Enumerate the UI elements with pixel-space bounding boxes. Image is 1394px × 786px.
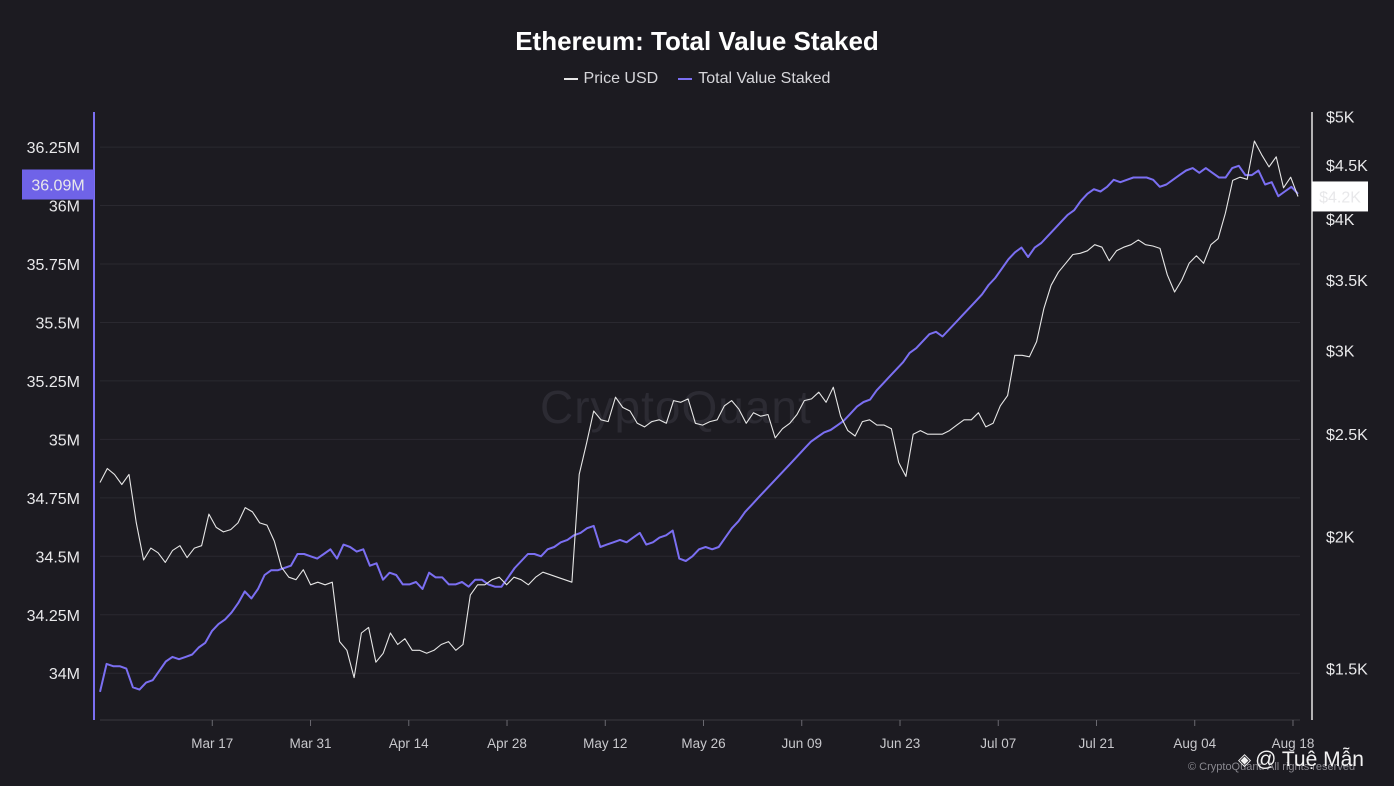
y-left-tick-label: 34.25M bbox=[27, 608, 80, 625]
chart-title: Ethereum: Total Value Staked bbox=[515, 26, 879, 56]
y-left-tick-label: 35.25M bbox=[27, 374, 80, 391]
x-tick-label: Jun 09 bbox=[781, 736, 822, 751]
x-tick-label: Aug 04 bbox=[1173, 736, 1216, 751]
x-tick-label: Mar 31 bbox=[290, 736, 332, 751]
y-left-tick-label: 36M bbox=[49, 199, 80, 216]
x-tick-label: May 12 bbox=[583, 736, 627, 751]
y-right-tick-label: $5K bbox=[1326, 110, 1355, 127]
y-left-tick-label: 35M bbox=[49, 432, 80, 449]
legend-label-staked: Total Value Staked bbox=[698, 70, 831, 87]
legend-swatch-staked bbox=[678, 78, 693, 80]
legend-item-staked[interactable]: Total Value Staked bbox=[678, 70, 830, 88]
legend-item-price[interactable]: Price USD bbox=[563, 70, 659, 88]
y-left-tick-label: 34.5M bbox=[36, 549, 80, 566]
chart-legend: Price USD Total Value Staked bbox=[0, 70, 1394, 88]
author-credit: ◈ @ Tuệ Mẫn bbox=[1238, 748, 1364, 772]
x-tick-label: Aug 18 bbox=[1272, 736, 1315, 751]
x-tick-label: Apr 14 bbox=[389, 736, 429, 751]
series-line-price-usd bbox=[99, 140, 1299, 679]
copyright-text: © CryptoQuant. All rights reserved bbox=[1188, 761, 1356, 773]
author-name: @ Tuệ Mẫn bbox=[1255, 748, 1364, 771]
y-right-tick-label: $1.5K bbox=[1326, 661, 1368, 678]
y-left-tick-label: 34.75M bbox=[27, 491, 80, 508]
current-price-label: $4.2K bbox=[1319, 189, 1361, 206]
legend-swatch-price bbox=[563, 78, 578, 80]
current-staked-badge bbox=[22, 169, 94, 200]
y-left-tick-label: 35.5M bbox=[36, 315, 80, 332]
legend-label-price: Price USD bbox=[583, 70, 659, 87]
y-right-tick-label: $4K bbox=[1326, 212, 1355, 229]
y-right-tick-label: $3K bbox=[1326, 344, 1355, 361]
y-left-tick-label: 36.25M bbox=[27, 140, 80, 157]
current-price-badge bbox=[1312, 181, 1368, 212]
watermark-logo: CryptoQuant bbox=[540, 381, 812, 433]
current-staked-label: 36.09M bbox=[31, 177, 84, 194]
x-tick-label: Mar 17 bbox=[191, 736, 233, 751]
y-right-tick-label: $2.5K bbox=[1326, 427, 1368, 444]
x-tick-label: Jul 21 bbox=[1078, 736, 1114, 751]
y-left-tick-label: 34M bbox=[49, 666, 80, 683]
binance-diamond-icon: ◈ bbox=[1238, 750, 1252, 769]
y-right-tick-label: $3.5K bbox=[1326, 273, 1368, 290]
series-line-total-value-staked bbox=[99, 164, 1299, 693]
x-tick-label: Jun 23 bbox=[880, 736, 921, 751]
x-tick-label: May 26 bbox=[681, 736, 725, 751]
y-left-tick-label: 35.75M bbox=[27, 257, 80, 274]
y-right-tick-label: $2K bbox=[1326, 529, 1355, 546]
y-right-tick-label: $4.5K bbox=[1326, 158, 1368, 175]
x-tick-label: Jul 07 bbox=[980, 736, 1016, 751]
x-tick-label: Apr 28 bbox=[487, 736, 527, 751]
